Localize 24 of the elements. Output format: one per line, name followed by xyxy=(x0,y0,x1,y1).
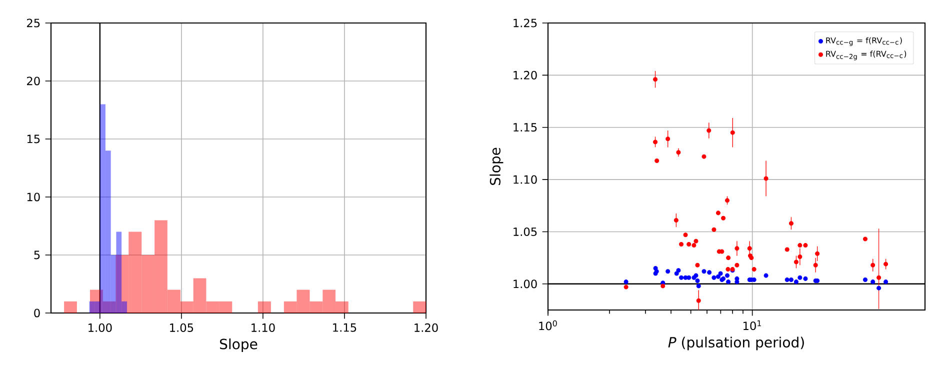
x-axis-title: P (pulsation period) xyxy=(668,336,804,350)
y-tick-label: 1.15 xyxy=(514,123,537,132)
y-axis-title: Slope xyxy=(490,148,504,185)
x-tick-label: 1.05 xyxy=(170,323,194,332)
x-axis-title: Slope xyxy=(220,338,258,352)
y-tick-label: 20 xyxy=(27,76,40,86)
x-tick-label: 10$^{1}$ xyxy=(744,320,761,330)
legend-label: RV$_{cc−2g}$ = f(RV$_{cc−c}$) xyxy=(826,50,906,60)
legend-label: RV$_{cc−g}$ = f(RV$_{cc−c}$) xyxy=(826,37,902,46)
y-tick-label: 1.05 xyxy=(514,227,537,236)
x-tick-label: 1.10 xyxy=(252,323,275,332)
y-tick-label: 5 xyxy=(34,250,40,260)
y-tick-label: 0 xyxy=(34,308,40,318)
x-tick-label: 1.15 xyxy=(333,323,356,332)
y-tick-label: 1.10 xyxy=(514,175,537,184)
y-tick-label: 1.00 xyxy=(514,280,537,288)
y-tick-label: 10 xyxy=(27,192,40,202)
x-tick-label: 1.20 xyxy=(414,323,438,332)
y-tick-label: 25 xyxy=(27,18,40,28)
x-tick-label: 1.00 xyxy=(88,323,112,332)
y-tick-label: 1.25 xyxy=(514,18,537,28)
y-tick-label: 1.20 xyxy=(514,70,537,80)
y-tick-label: 15 xyxy=(27,134,40,144)
x-tick-label: 10$^{0}$ xyxy=(539,320,557,330)
